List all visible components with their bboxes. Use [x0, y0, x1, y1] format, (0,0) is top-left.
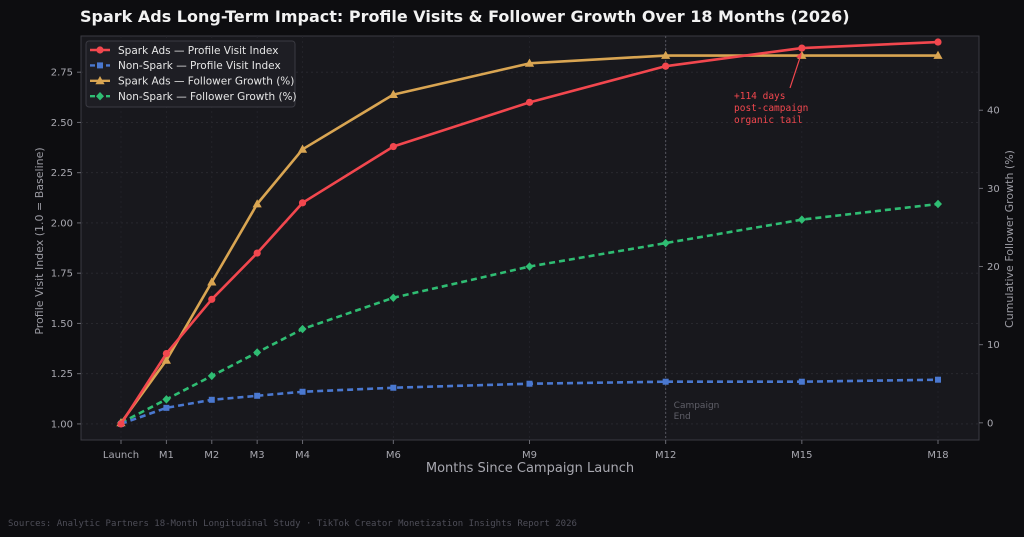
- legend-box: [85, 40, 296, 108]
- series-0-point-8: [798, 44, 806, 52]
- series-1-point-3: [254, 392, 261, 399]
- campaign-end-label-line2: End: [674, 412, 691, 422]
- series-1-point-2: [208, 396, 215, 403]
- series-1-point-5: [390, 384, 397, 391]
- campaign-end-label-line1: Campaign: [674, 401, 720, 411]
- series-1-point-4: [299, 388, 306, 395]
- annotation-line2: post-campaign: [734, 103, 808, 114]
- series-3-point-8: [797, 215, 806, 224]
- campaign-end-marker: Campaign End: [665, 36, 720, 440]
- left-tick-label-5: 2.25: [51, 168, 73, 179]
- series-1-point-7: [662, 378, 669, 385]
- legend-marker-2: [95, 76, 105, 85]
- annotation: +114 days post-campaign organic tail: [734, 52, 808, 126]
- annotation-line1: +114 days: [734, 91, 785, 102]
- series-0-point-7: [662, 62, 670, 70]
- series-0-point-6: [525, 98, 534, 106]
- legend-item-2: Spark Ads — Follower Growth (%): [90, 76, 294, 88]
- legend-item-0: Spark Ads — Profile Visit Index: [90, 45, 278, 57]
- legend-marker-0: [96, 46, 104, 54]
- legend-label-3: Non-Spark — Follower Growth (%): [118, 91, 297, 103]
- legend-marker-3: [96, 92, 104, 101]
- series-0-line: [119, 40, 939, 425]
- series-0-point-4: [298, 199, 307, 207]
- right-tick-label-0: 0: [987, 418, 993, 429]
- series-3-point-4: [298, 324, 307, 334]
- series-0-point-5: [389, 142, 397, 151]
- left-tick-label-2: 1.50: [51, 319, 73, 330]
- chart-title: Spark Ads Long-Term Impact: Profile Visi…: [80, 7, 850, 26]
- series-0-point-2: [208, 295, 216, 303]
- right-tick-label-1: 10: [987, 340, 1000, 351]
- right-axis: 0 10 20 30 40: [979, 106, 1000, 429]
- series-0-point-3: [253, 249, 261, 257]
- legend-marker-1: [97, 62, 103, 69]
- x-tick-label-3: M3: [250, 450, 265, 461]
- series-0-point-0: [117, 420, 125, 428]
- left-tick-label-6: 2.50: [51, 118, 73, 129]
- annotation-line3: organic tail: [734, 115, 803, 126]
- annotation-arrowhead: [795, 52, 802, 60]
- x-tick-label-6: M9: [522, 450, 537, 461]
- left-tick-label-3: 1.75: [51, 269, 73, 280]
- series-0-point-9: [934, 38, 942, 46]
- left-tick-label-4: 2.00: [51, 218, 73, 229]
- legend-item-1: Non-Spark — Profile Visit Index: [90, 60, 281, 72]
- series-3-point-9: [934, 199, 942, 209]
- left-tick-label-7: 2.75: [51, 68, 73, 79]
- left-tick-label-1: 1.25: [51, 369, 73, 380]
- left-tick-label-0: 1.00: [51, 419, 73, 430]
- legend-label-2: Spark Ads — Follower Growth (%): [118, 76, 294, 88]
- series-1-line: [120, 378, 939, 426]
- series-1-point-9: [935, 376, 941, 383]
- annotation-arrow: [789, 54, 802, 89]
- series-2-point-6: [524, 58, 535, 67]
- left-axis-label: Profile Visit Index (1.0 = Baseline): [33, 147, 46, 334]
- series-1-point-6: [526, 380, 533, 387]
- right-tick-label-4: 40: [987, 106, 1000, 117]
- series-2-line: [119, 54, 938, 424]
- series-2-point-5: [388, 89, 398, 99]
- series-2-point-4: [297, 144, 308, 153]
- series-0-point-1: [162, 349, 170, 358]
- right-tick-label-2: 20: [987, 262, 1000, 273]
- series-2-point-3: [252, 199, 262, 208]
- series-3-point-3: [253, 348, 262, 357]
- series-group: [116, 38, 943, 428]
- series-3-line: [120, 202, 939, 424]
- series-3-point-1: [162, 395, 171, 404]
- series-2-point-1: [161, 355, 171, 364]
- series-0: [117, 38, 942, 428]
- series-2-point-2: [207, 277, 217, 286]
- series-1-point-1: [163, 404, 170, 411]
- series-2-point-9: [933, 50, 943, 59]
- legend-label-1: Non-Spark — Profile Visit Index: [118, 60, 281, 72]
- series-3-point-7: [661, 238, 670, 248]
- x-axis: Launch M1 M2 M3 M4 M6 M9 M12 M15 M18: [103, 440, 949, 461]
- series-2-point-7: [661, 50, 671, 59]
- x-axis-label: Months Since Campaign Launch: [426, 461, 634, 476]
- left-axis: 1.00 1.25 1.50 1.75 2.00 2.25 2.50 2.75: [51, 68, 81, 430]
- series-3: [117, 199, 942, 428]
- x-tick-label-1: M1: [159, 450, 174, 461]
- x-tick-label-9: M18: [927, 450, 948, 461]
- series-1-point-8: [798, 378, 805, 385]
- legend: Spark Ads — Profile Visit Index Non-Spark…: [85, 40, 297, 108]
- series-3-point-5: [389, 293, 398, 302]
- x-tick-label-5: M6: [386, 450, 401, 461]
- right-axis-label: Cumulative Follower Growth (%): [1003, 150, 1016, 328]
- x-tick-label-7: M12: [655, 450, 676, 461]
- legend-label-0: Spark Ads — Profile Visit Index: [118, 45, 278, 57]
- series-3-point-6: [525, 262, 534, 271]
- source-footer: Sources: Analytic Partners 18-Month Long…: [8, 519, 577, 529]
- series-3-point-2: [207, 371, 216, 381]
- legend-item-3: Non-Spark — Follower Growth (%): [90, 91, 297, 103]
- x-tick-label-8: M15: [791, 450, 812, 461]
- right-tick-label-3: 30: [987, 184, 1000, 195]
- x-tick-label-0: Launch: [103, 450, 139, 461]
- x-tick-label-2: M2: [204, 450, 219, 461]
- x-tick-label-4: M4: [295, 450, 310, 461]
